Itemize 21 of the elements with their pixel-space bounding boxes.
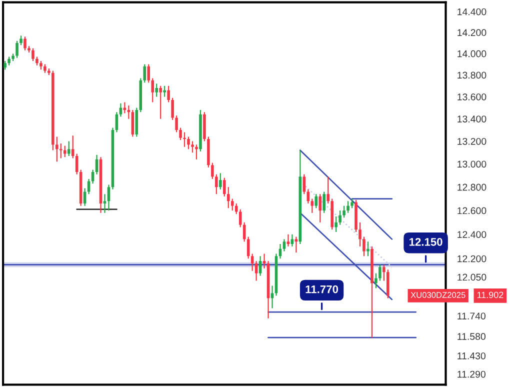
- y-tick-label: 13.000: [458, 160, 486, 168]
- y-tick-label: 11.740: [458, 312, 486, 320]
- annotation: 11.770: [306, 285, 338, 294]
- y-tick-label: 14.200: [458, 29, 486, 36]
- y-tick-label: 13.800: [458, 72, 486, 79]
- y-tick-label: 14.000: [458, 50, 486, 58]
- y-tick-label: 12.050: [458, 274, 486, 281]
- annotation: XU030DZ2025: [410, 292, 466, 298]
- y-tick-label: 11.290: [458, 370, 486, 378]
- y-tick-label: 14.400: [458, 8, 486, 16]
- ref-line-label: 12.150: [410, 238, 442, 246]
- y-tick-label: 13.400: [458, 116, 486, 122]
- text: 11.902: [477, 292, 504, 298]
- y-tick-label: 13.200: [458, 138, 486, 145]
- y-tick-label: 12.600: [458, 207, 486, 214]
- y-tick-label: 12.200: [458, 255, 486, 262]
- y-tick-label: 13.600: [458, 93, 486, 100]
- y-tick-label: 12.400: [458, 231, 486, 238]
- y-tick-label: 11.580: [458, 333, 486, 340]
- y-tick-label: 11.430: [458, 352, 486, 360]
- y-tick-label: 12.800: [458, 184, 486, 191]
